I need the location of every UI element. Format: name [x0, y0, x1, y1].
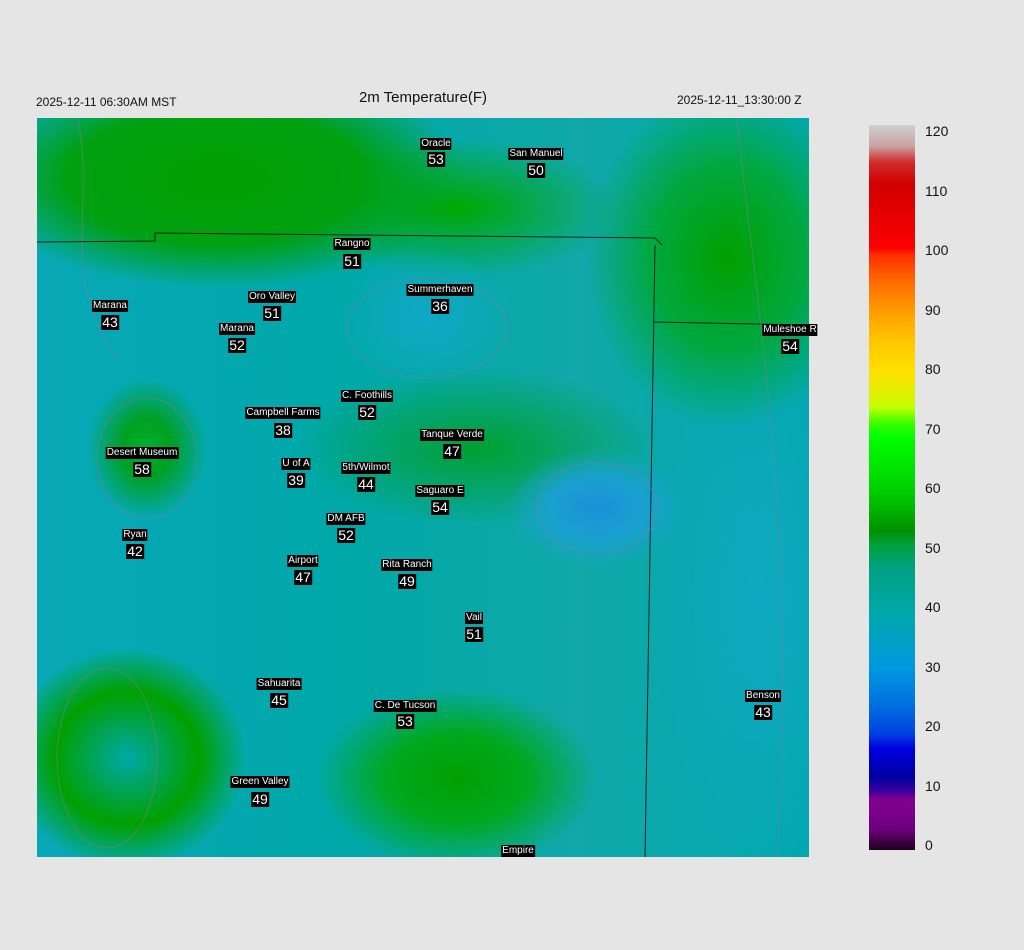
station-name: Vail — [465, 612, 483, 624]
colorbar-tick-label: 100 — [925, 242, 949, 258]
colorbar-tick-label: 10 — [925, 777, 941, 794]
station-name: Sahuarita — [256, 678, 302, 690]
station-name: C. De Tucson — [373, 700, 437, 712]
station-temperature: 53 — [427, 151, 445, 167]
colorbar-tick-label: 120 — [925, 123, 949, 139]
station-name: DM AFB — [326, 513, 366, 525]
station-name: Muleshoe R — [762, 324, 818, 336]
colorbar-tick-label: 90 — [925, 301, 941, 318]
station-name: Marana — [219, 323, 255, 335]
station-temperature: 53 — [396, 713, 414, 729]
station-temperature: 47 — [294, 569, 312, 585]
local-time: 2025-12-11 06:30AM MST — [36, 95, 177, 109]
station-temperature: 39 — [287, 472, 305, 488]
station-name: Rita Ranch — [381, 559, 433, 571]
station-name: Rangno — [333, 238, 371, 250]
station-temperature: 45 — [270, 692, 288, 708]
station-name: Empire — [501, 845, 535, 857]
station-name: Oro Valley — [248, 291, 296, 303]
colorbar-tick-label: 0 — [925, 837, 933, 853]
colorbar — [869, 125, 915, 850]
station-temperature: 50 — [527, 162, 545, 178]
colorbar-tick-label: 110 — [925, 182, 948, 199]
station-temperature: 49 — [398, 573, 416, 589]
station-temperature: 47 — [443, 443, 461, 459]
station-name: Saguaro E — [415, 485, 465, 497]
station-name: Campbell Farms — [245, 407, 321, 419]
station-name: U of A — [281, 458, 311, 470]
station-name: Ryan — [122, 529, 148, 541]
station-temperature: 58 — [133, 461, 151, 477]
station-name: Marana — [92, 300, 128, 312]
colorbar-tick-label: 40 — [925, 599, 941, 615]
county-borders — [37, 118, 809, 857]
station-name: San Manuel — [508, 148, 564, 160]
map-title: 2m Temperature(F) — [358, 89, 488, 106]
station-temperature: 52 — [337, 527, 355, 543]
station-temperature: 54 — [431, 499, 449, 515]
station-name: Summerhaven — [406, 284, 474, 296]
station-temperature: 43 — [101, 314, 119, 330]
colorbar-tick-label: 80 — [925, 361, 941, 377]
station-name: Benson — [745, 690, 781, 702]
station-temperature: 42 — [126, 543, 144, 559]
station-temperature: 51 — [465, 626, 483, 642]
station-name: Desert Museum — [105, 447, 179, 459]
station-temperature: 51 — [263, 305, 281, 321]
station-name: Tanque Verde — [420, 429, 484, 441]
station-temperature: 49 — [251, 791, 269, 807]
colorbar-tick-label: 60 — [925, 480, 941, 496]
colorbar-tick-label: 20 — [925, 718, 941, 734]
station-name: 5th/Wilmot — [341, 462, 391, 474]
station-temperature: 36 — [431, 298, 449, 314]
station-temperature: 52 — [358, 404, 376, 420]
station-name: Airport — [287, 555, 319, 567]
station-temperature: 38 — [274, 422, 292, 438]
station-temperature: 44 — [357, 476, 375, 492]
station-temperature: 52 — [228, 337, 246, 353]
station-name: Oracle — [420, 138, 452, 150]
station-name: C. Foothills — [340, 390, 394, 402]
colorbar-tick-label: 70 — [925, 420, 941, 437]
valid-time: 2025-12-11_13:30:00 Z — [677, 93, 802, 107]
station-temperature: 54 — [781, 338, 799, 354]
colorbar-tick-label: 50 — [925, 539, 941, 556]
station-name: Green Valley — [230, 776, 290, 788]
colorbar-tick-label: 30 — [925, 658, 941, 675]
station-temperature: 51 — [343, 253, 361, 269]
station-temperature: 43 — [754, 704, 772, 720]
